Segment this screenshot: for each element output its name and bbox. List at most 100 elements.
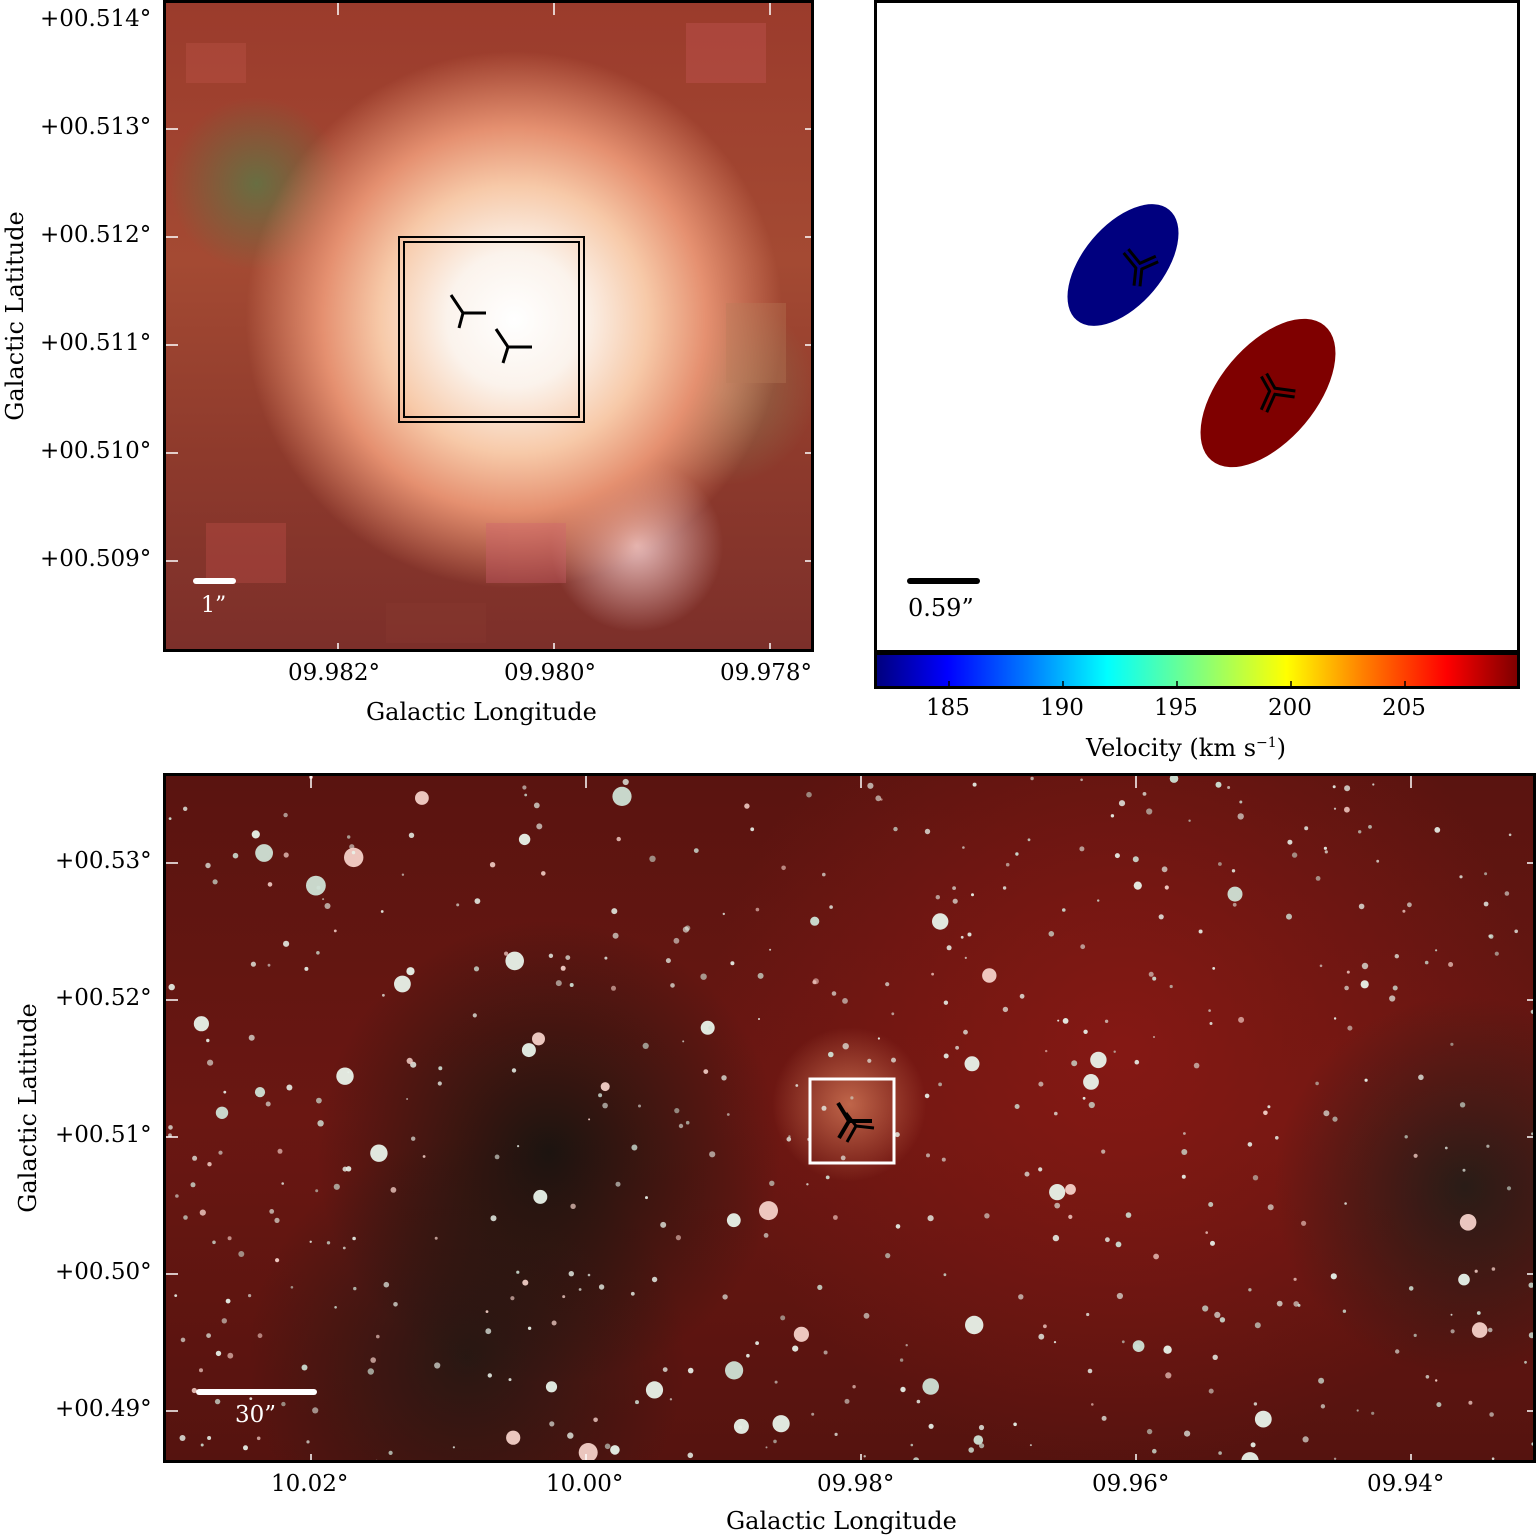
star	[1488, 934, 1494, 939]
star	[304, 966, 309, 971]
star	[895, 1224, 901, 1229]
star	[205, 862, 211, 869]
star	[1358, 830, 1362, 834]
star	[726, 1213, 741, 1228]
star	[1210, 1240, 1215, 1246]
star	[1491, 1267, 1496, 1271]
star	[505, 951, 524, 971]
star	[1267, 1105, 1271, 1109]
star	[1263, 1110, 1268, 1116]
star	[312, 1407, 319, 1414]
star	[1158, 914, 1164, 920]
star	[669, 1398, 673, 1401]
star	[630, 1291, 635, 1296]
star	[1459, 875, 1463, 879]
star	[1054, 1111, 1058, 1116]
star	[893, 826, 898, 832]
star	[665, 958, 671, 964]
star	[604, 956, 608, 960]
star-field	[168, 776, 1533, 1464]
star	[891, 1057, 896, 1063]
tl-ytick-0: +00.514°	[40, 6, 152, 32]
star	[943, 1273, 947, 1277]
star	[536, 823, 543, 830]
wide-field-image-panel: 30”	[163, 773, 1536, 1463]
star	[687, 1367, 694, 1374]
star	[840, 1155, 846, 1161]
star	[1086, 1312, 1090, 1317]
star	[390, 1187, 397, 1193]
star	[316, 951, 320, 955]
star	[642, 1042, 649, 1049]
star	[588, 1118, 591, 1121]
star	[1407, 902, 1412, 908]
star	[891, 1012, 895, 1016]
cbar-tick-1: 190	[1040, 695, 1084, 721]
star	[1435, 949, 1438, 952]
star	[941, 1157, 946, 1162]
star	[757, 972, 764, 979]
star	[283, 852, 289, 858]
star	[1239, 800, 1243, 804]
star	[1148, 971, 1154, 977]
star	[1392, 985, 1398, 991]
star	[382, 993, 385, 997]
star	[1450, 1042, 1454, 1046]
star	[549, 1421, 555, 1427]
star	[179, 1435, 186, 1441]
star	[1033, 1462, 1036, 1464]
star	[1344, 785, 1351, 792]
star	[1487, 1327, 1493, 1333]
star	[281, 1401, 286, 1407]
star	[333, 929, 337, 933]
star	[867, 1058, 872, 1063]
star	[746, 1353, 750, 1358]
star	[1015, 852, 1019, 856]
star	[755, 1341, 759, 1345]
star	[708, 1026, 713, 1030]
star	[1425, 1375, 1430, 1379]
b-xlabel: Galactic Longitude	[726, 1507, 957, 1535]
star	[931, 972, 934, 976]
star	[315, 1189, 319, 1193]
star	[1146, 808, 1153, 815]
star	[251, 830, 260, 839]
star	[1302, 1436, 1309, 1443]
star	[610, 1445, 620, 1455]
star	[1153, 1253, 1159, 1260]
star	[759, 1201, 778, 1221]
star	[1218, 862, 1222, 866]
star	[510, 1296, 515, 1301]
star	[1459, 1102, 1466, 1108]
star	[569, 983, 574, 987]
star	[215, 1106, 229, 1119]
star	[250, 961, 256, 967]
star	[1531, 1442, 1533, 1446]
zoom-image-overlay	[166, 3, 811, 649]
star	[1504, 891, 1510, 896]
star	[730, 961, 735, 966]
star	[1153, 1036, 1155, 1038]
inner-box-inner	[403, 241, 580, 418]
star	[1342, 1309, 1347, 1313]
star	[1088, 1101, 1095, 1109]
star	[452, 1446, 455, 1449]
star	[638, 1104, 641, 1108]
star	[485, 1310, 489, 1313]
star	[190, 1182, 196, 1188]
star	[342, 1246, 346, 1250]
star	[943, 1000, 949, 1005]
star	[393, 1302, 398, 1307]
star	[370, 1144, 388, 1162]
star	[916, 1399, 921, 1404]
star	[225, 1298, 231, 1304]
star	[922, 1378, 939, 1395]
star	[283, 940, 290, 947]
star	[1323, 1110, 1330, 1117]
star	[972, 782, 977, 787]
star	[1219, 1317, 1226, 1323]
star	[1347, 1025, 1353, 1031]
star	[1358, 903, 1365, 910]
star	[772, 1415, 790, 1433]
star	[765, 1446, 768, 1449]
